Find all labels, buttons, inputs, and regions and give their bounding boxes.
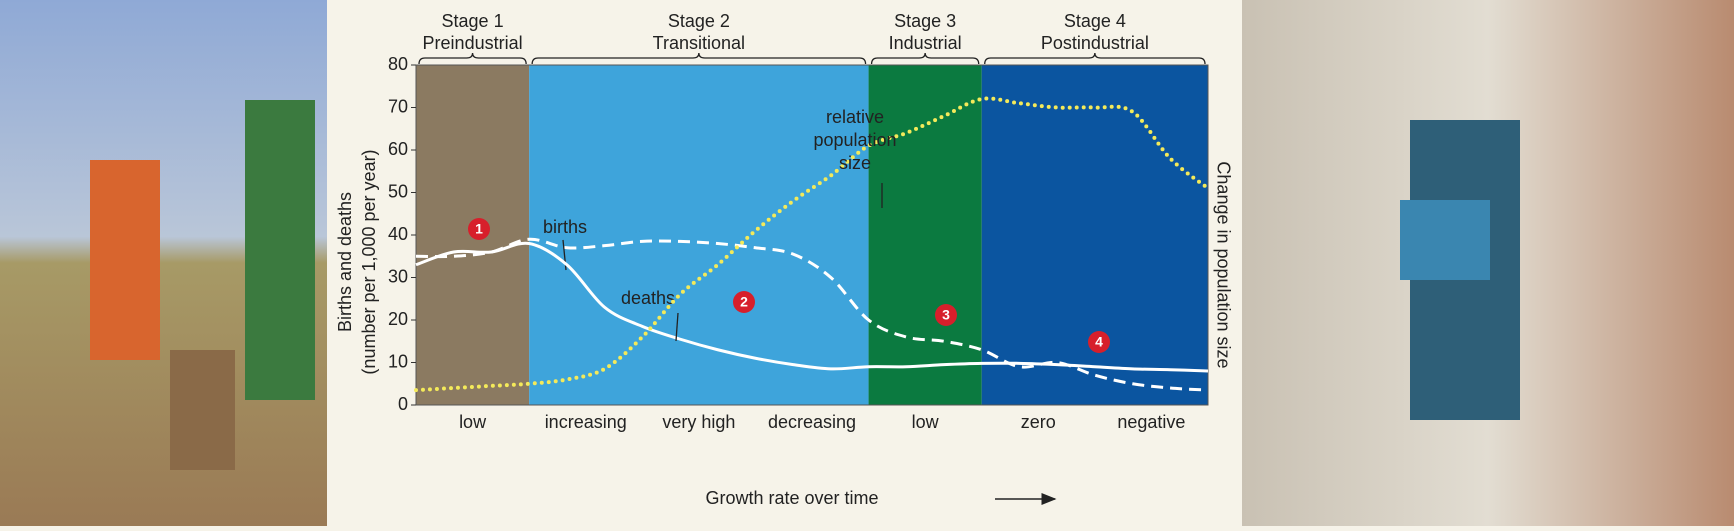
series-line — [415, 241, 1209, 373]
y2-axis-label: Change in population size — [1213, 161, 1233, 368]
stage-brace — [870, 52, 980, 65]
x-tick-label: low — [912, 412, 940, 432]
series-label: births — [543, 217, 587, 237]
stage-band — [868, 65, 982, 405]
x-axis-label: Growth rate over time — [705, 488, 878, 508]
stage-band — [529, 65, 869, 405]
stage-marker — [1088, 331, 1110, 353]
y-axis-label: Births and deaths (number per 1,000 per y… — [335, 149, 379, 374]
y-tick-label: 10 — [388, 351, 408, 371]
series-label: deaths — [621, 288, 675, 308]
y-tick-label: 30 — [388, 266, 408, 286]
y-tick-label: 50 — [388, 181, 408, 201]
stage-marker — [733, 291, 755, 313]
y-axis-label-line: Births and deaths — [335, 192, 355, 332]
y-tick-label: 70 — [388, 96, 408, 116]
stage-label: Industrial — [889, 33, 962, 53]
stage-name: Stage 1 — [442, 11, 504, 31]
stage-marker-label: 2 — [740, 294, 748, 310]
stage-marker — [935, 304, 957, 326]
series-line — [415, 237, 1209, 392]
stage-label: Transitional — [653, 33, 745, 53]
stage-band — [981, 65, 1208, 405]
stage-marker-label: 3 — [942, 307, 950, 323]
y-tick-label: 20 — [388, 309, 408, 329]
series-label: size — [839, 153, 871, 173]
series-line — [414, 96, 1210, 393]
annotation-leader — [675, 312, 679, 342]
stage-marker — [468, 218, 490, 240]
y-tick-label: 60 — [388, 139, 408, 159]
x-tick-label: low — [459, 412, 487, 432]
y-axis-label-line: (number per 1,000 per year) — [359, 149, 379, 374]
right-photo — [1242, 0, 1734, 526]
x-tick-label: zero — [1021, 412, 1056, 432]
stage-brace — [984, 52, 1206, 65]
series-label: population — [813, 130, 896, 150]
x-tick-label: negative — [1117, 412, 1185, 432]
stage-name: Stage 3 — [894, 11, 956, 31]
y-tick-label: 0 — [398, 394, 408, 414]
stage-brace — [531, 52, 867, 65]
left-photo — [0, 0, 327, 526]
y-tick-label: 80 — [388, 54, 408, 74]
stage-name: Stage 4 — [1064, 11, 1126, 31]
series-label: relative — [826, 107, 884, 127]
x-tick-label: decreasing — [768, 412, 856, 432]
stage-name: Stage 2 — [668, 11, 730, 31]
x-tick-label: increasing — [545, 412, 627, 432]
x-tick-label: very high — [662, 412, 735, 432]
stage-marker-label: 4 — [1095, 334, 1103, 350]
stage-marker-label: 1 — [475, 221, 483, 237]
y-tick-label: 40 — [388, 224, 408, 244]
stage-brace — [418, 52, 527, 65]
stage-label: Postindustrial — [1041, 33, 1149, 53]
stage-label: Preindustrial — [423, 33, 523, 53]
